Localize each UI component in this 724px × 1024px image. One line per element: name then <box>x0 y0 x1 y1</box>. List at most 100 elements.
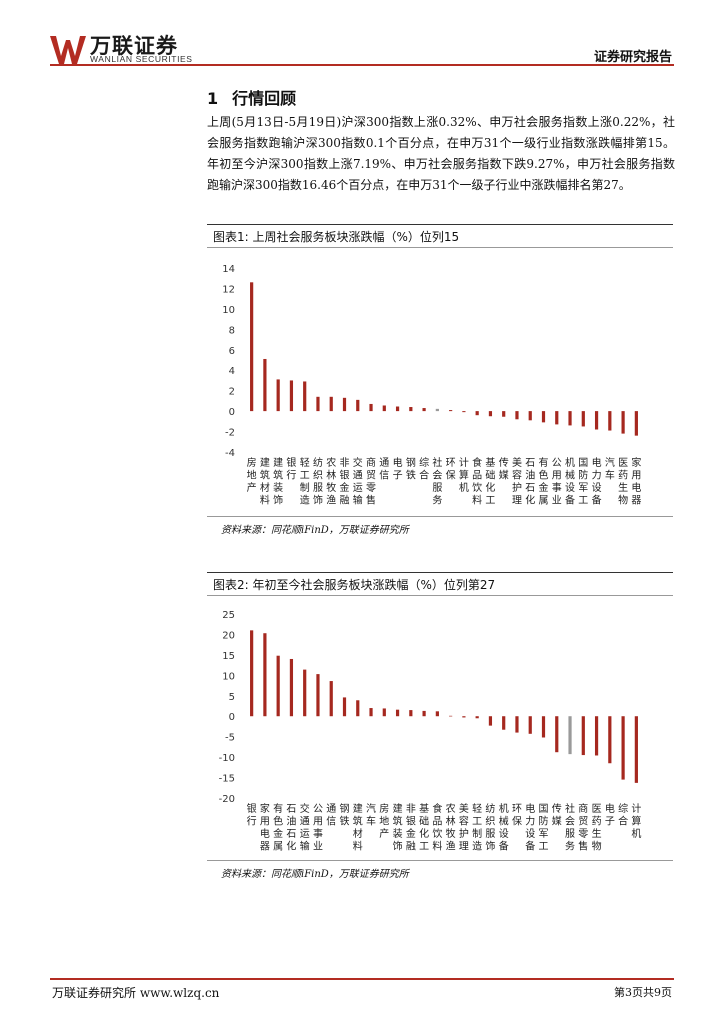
bar <box>502 411 506 417</box>
company-logo: 万联证券 WANLIAN SECURITIES <box>50 30 200 66</box>
figure-2-title: 图表2: 年初至今社会服务板块涨跌幅（%）位列第27 <box>213 578 496 592</box>
x-tick-label: 交通运输 <box>353 456 363 507</box>
x-tick-label: 社会服务 <box>432 456 442 507</box>
page-number: 第3页共9页 <box>614 986 672 999</box>
figure-2-footer: 资料来源：同花顺iFinD，万联证券研究所 <box>207 860 673 880</box>
bar <box>581 716 585 756</box>
bar <box>263 633 267 717</box>
bar <box>515 411 519 420</box>
footer-divider <box>50 978 674 980</box>
x-tick-label: 计算机 <box>459 456 469 494</box>
x-tick-label: 美容护理 <box>512 456 522 507</box>
x-tick-label: 房地产 <box>247 456 257 494</box>
x-tick-label: 纺织服饰 <box>485 802 495 853</box>
x-tick-label: 综合 <box>618 802 628 828</box>
x-tick-label: 非银金融 <box>406 803 416 853</box>
bar <box>541 411 546 423</box>
bar <box>462 716 466 718</box>
bar <box>475 411 479 416</box>
bar <box>263 358 267 412</box>
section-title-text: 行情回顾 <box>232 89 297 108</box>
body-paragraph: 上周(5月13日-5月19日)沪深300指数上涨0.32%、申万社会服务指数上涨… <box>207 115 675 192</box>
x-tick-label: 食品饮料 <box>472 456 482 507</box>
x-tick-label: 汽车 <box>366 802 376 828</box>
x-tick-label: 家用电器 <box>631 456 641 507</box>
bar <box>528 411 532 421</box>
x-tick-label: 钢铁 <box>406 456 416 482</box>
x-tick-label: 房地产 <box>379 802 389 840</box>
x-tick-label: 农林牧渔 <box>326 456 336 507</box>
figure-1-title: 图表1: 上周社会服务板块涨跌幅（%）位列15 <box>213 230 460 244</box>
x-tick-label: 交通运输 <box>300 802 310 853</box>
bar <box>289 658 294 717</box>
x-tick-label: 环保 <box>446 458 456 482</box>
bar <box>568 411 572 426</box>
chart-2: 25 20 15 10 5 0 -5 -10 -15 -20 银行家用电器有色金属石油石化交通运输公… <box>219 610 642 853</box>
y-tick-label: -5 <box>225 733 235 744</box>
logo-en-text: WANLIAN SECURITIES <box>90 54 193 64</box>
bar <box>303 381 307 412</box>
x-tick-label: 传媒 <box>499 457 509 482</box>
x-tick-label: 商贸零售 <box>578 802 588 853</box>
x-tick-label: 综合 <box>419 456 429 482</box>
figure-1-header: 图表1: 上周社会服务板块涨跌幅（%）位列15 <box>207 224 673 248</box>
x-tick-label: 机械设备 <box>499 802 509 853</box>
figure-1-source: 资料来源：同花顺iFinD，万联证券研究所 <box>221 525 409 536</box>
x-tick-label: 农林牧渔 <box>446 802 456 853</box>
x-tick-label: 电力设备 <box>525 802 535 853</box>
bar <box>555 716 559 753</box>
figure-1: 图表1: 上周社会服务板块涨跌幅（%）位列15 14 12 10 8 6 4 2 0 -2 -4 房… <box>207 224 673 540</box>
y-tick-label: 0 <box>229 407 235 418</box>
bar <box>608 716 612 764</box>
x-tick-label: 石油石化 <box>525 458 535 507</box>
bar <box>395 709 400 717</box>
bar <box>621 716 625 780</box>
bar <box>555 411 559 425</box>
x-tick-label: 国防军工 <box>578 457 588 507</box>
x-tick-label: 轻工制造 <box>472 802 482 853</box>
y-tick-label: -15 <box>219 774 235 785</box>
x-tick-label: 传媒 <box>552 803 562 828</box>
bar <box>502 716 506 730</box>
y-tick-label: -20 <box>219 794 235 805</box>
bar <box>276 655 280 717</box>
bar <box>289 380 294 412</box>
bar <box>581 411 585 427</box>
bar <box>475 716 479 719</box>
x-tick-label: 钢铁 <box>340 802 350 828</box>
bar <box>342 397 347 412</box>
bar <box>488 716 493 726</box>
bar <box>634 716 638 783</box>
x-tick-label: 家用电器 <box>260 802 270 853</box>
bar <box>369 403 373 412</box>
y-tick-label: 15 <box>222 651 235 662</box>
x-tick-label: 商贸零售 <box>366 456 376 507</box>
y-tick-label: 2 <box>229 387 235 398</box>
bar <box>634 411 638 436</box>
report-type: 证券研究报告 <box>593 50 672 65</box>
x-tick-label: 医药生物 <box>618 457 628 507</box>
y-tick-label: 4 <box>229 366 235 377</box>
logo-cn-text: 万联证券 <box>90 34 178 58</box>
bar <box>528 716 532 734</box>
bar <box>449 715 453 717</box>
bar <box>409 407 413 412</box>
bar <box>449 410 453 412</box>
section-title: 1 行情回顾 <box>207 85 296 109</box>
x-tick-label: 建筑装饰 <box>273 456 283 507</box>
y-tick-label: -4 <box>225 448 235 459</box>
x-tick-label: 建筑材料 <box>260 456 270 507</box>
bar <box>422 408 426 412</box>
bar <box>462 411 466 413</box>
y-tick-label: 5 <box>229 692 235 703</box>
x-tick-label: 石油石化 <box>286 804 296 853</box>
y-tick-label: -10 <box>219 753 235 764</box>
bar <box>250 282 254 412</box>
bar <box>316 396 320 412</box>
x-tick-label: 国防军工 <box>539 803 549 853</box>
x-tick-label: 电子 <box>393 456 403 482</box>
x-tick-label: 有色金属 <box>273 802 283 853</box>
y-tick-label: 6 <box>229 346 235 357</box>
y-tick-label: 25 <box>222 610 235 621</box>
bar <box>608 411 612 431</box>
